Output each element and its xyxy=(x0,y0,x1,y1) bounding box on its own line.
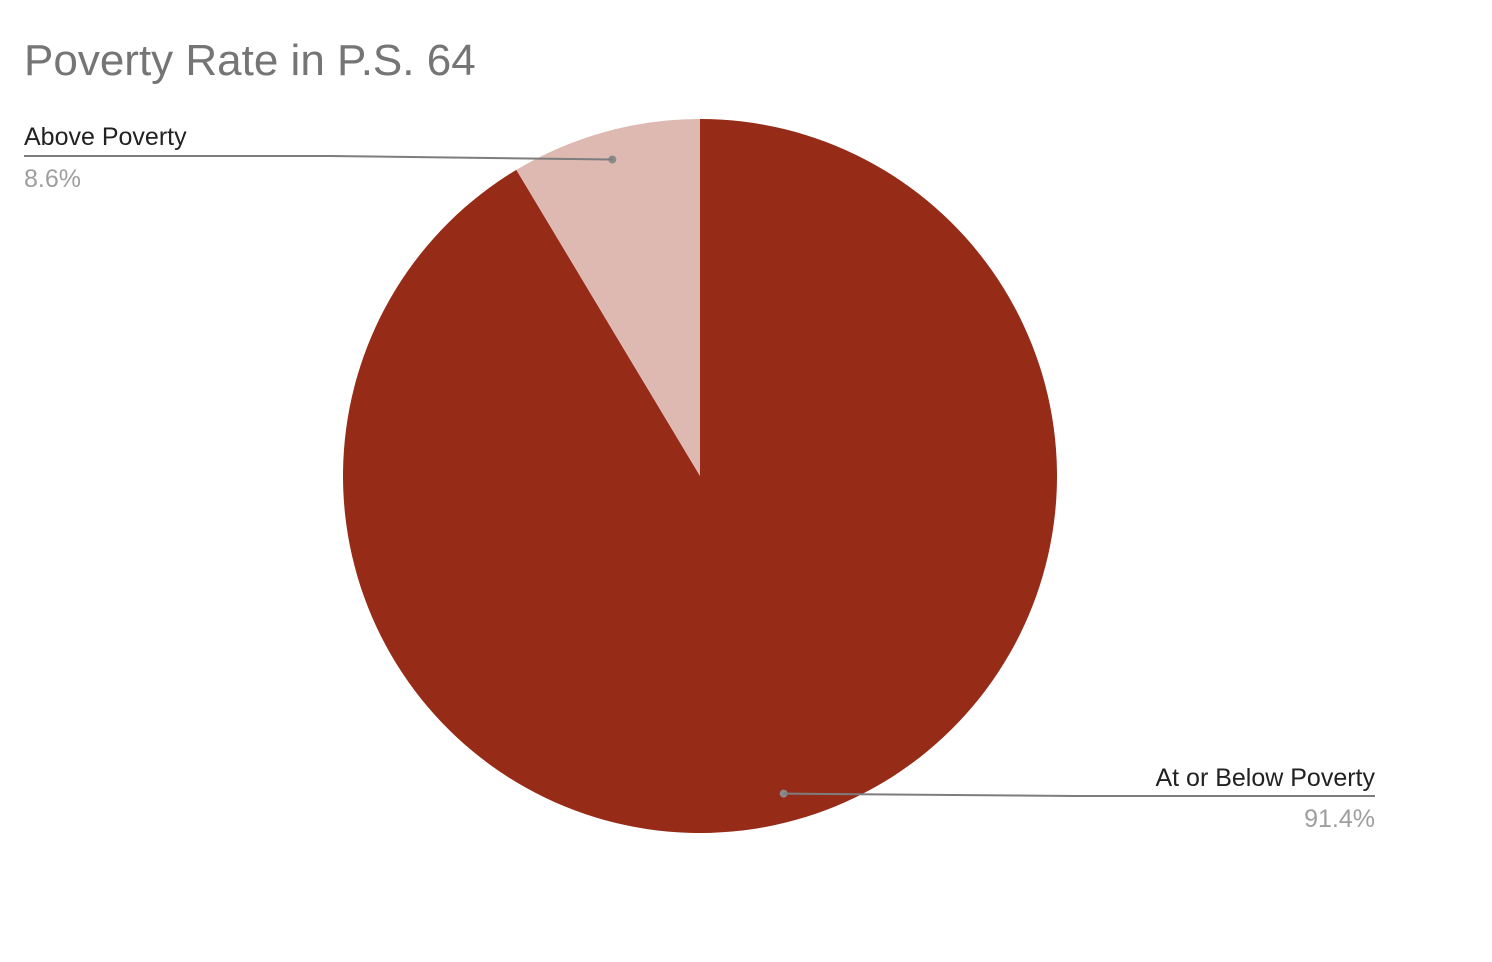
pie-slices xyxy=(343,119,1058,833)
pie-slice-above-poverty xyxy=(516,119,700,476)
slice-value-label: 91.4% xyxy=(1304,805,1375,833)
chart-title: Poverty Rate in P.S. 64 xyxy=(24,36,476,85)
slice-leader-lines xyxy=(24,155,1375,798)
slice-labels: At or Below Poverty 91.4% Above Poverty 8.6… xyxy=(24,123,1376,833)
slice-label: Above Poverty xyxy=(24,123,187,151)
leader-line xyxy=(24,155,613,161)
slice-label: At or Below Poverty xyxy=(1155,764,1375,792)
slice-value-label: 8.6% xyxy=(24,165,81,193)
leader-line xyxy=(783,792,1375,797)
